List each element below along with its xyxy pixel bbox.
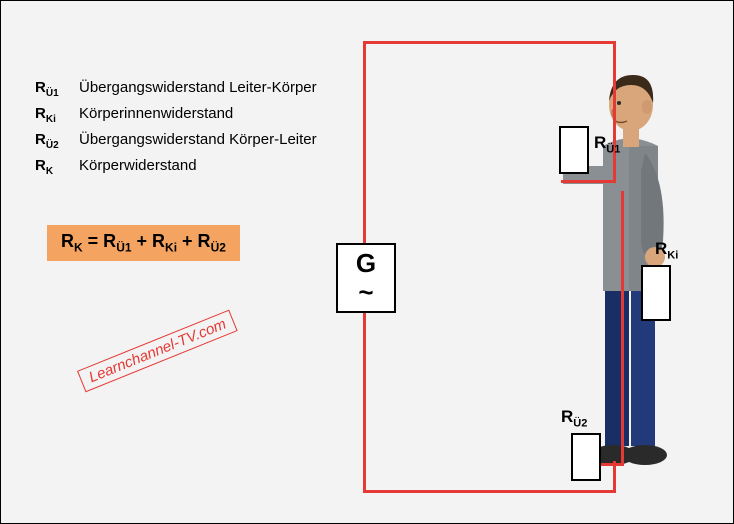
formula-box: RK = RÜ1 + RKi + RÜ2	[47, 225, 240, 261]
legend-row: RÜ1 Übergangswiderstand Leiter-Körper	[35, 79, 317, 99]
resistor-r-ue1	[559, 126, 589, 174]
legend-desc: Körperwiderstand	[79, 157, 197, 177]
resistor-label-r-ue1: RÜ1	[594, 133, 620, 155]
legend-desc: Übergangswiderstand Körper-Leiter	[79, 131, 317, 151]
legend-symbol: RKi	[35, 105, 79, 125]
legend-symbol: RÜ2	[35, 131, 79, 151]
wire	[363, 490, 616, 493]
resistor-label-r-ue2: RÜ2	[561, 407, 587, 429]
legend-row: RKi Körperinnenwiderstand	[35, 105, 317, 125]
legend-desc: Körperinnenwiderstand	[79, 105, 233, 125]
wire	[613, 41, 616, 183]
legend-row: RK Körperwiderstand	[35, 157, 317, 177]
wire	[363, 313, 366, 493]
legend-desc: Übergangswiderstand Leiter-Körper	[79, 79, 317, 99]
generator-box: G ~	[336, 243, 396, 313]
legend-symbol: RK	[35, 157, 79, 177]
resistor-r-ki	[641, 265, 671, 321]
wire	[363, 41, 366, 243]
wire	[597, 463, 624, 466]
resistor-r-ue2	[571, 433, 601, 481]
wire	[621, 191, 624, 466]
legend-symbol: RÜ1	[35, 79, 79, 99]
wire	[363, 41, 613, 44]
resistor-label-r-ki: RKi	[655, 239, 678, 261]
legend-row: RÜ2 Übergangswiderstand Körper-Leiter	[35, 131, 317, 151]
watermark: Learnchannel-TV.com	[77, 309, 238, 392]
legend: RÜ1 Übergangswiderstand Leiter-Körper RK…	[35, 79, 317, 183]
wire	[561, 180, 615, 183]
generator-symbol: G	[338, 249, 394, 278]
generator-ac-symbol: ~	[338, 278, 394, 307]
